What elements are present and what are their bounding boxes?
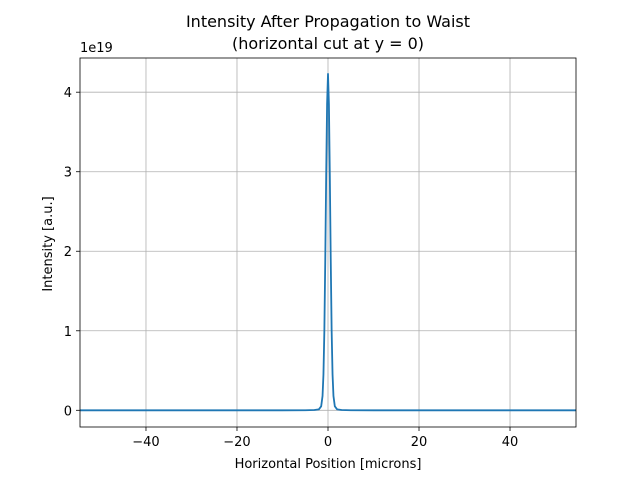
x-axis-label: Horizontal Position [microns] [235,457,422,472]
x-tick-label: 20 [411,435,428,450]
x-tick-label: 40 [502,435,519,450]
chart-title: Intensity After Propagation to Waist [186,12,470,31]
y-tick-label: 0 [64,404,72,419]
y-tick-label: 3 [64,166,72,181]
x-tick-label: −40 [132,435,159,450]
y-tick-label: 1 [64,325,72,340]
y-axis-label: Intensity [a.u.] [41,196,56,291]
x-tick-label: −20 [223,435,250,450]
y-tick-label: 4 [64,86,72,101]
chart-subtitle: (horizontal cut at y = 0) [232,34,424,53]
x-tick-label: 0 [324,435,332,450]
series-line-intensity [80,73,576,412]
y-tick-label: 2 [64,245,72,260]
y-offset-label: 1e19 [80,41,113,56]
